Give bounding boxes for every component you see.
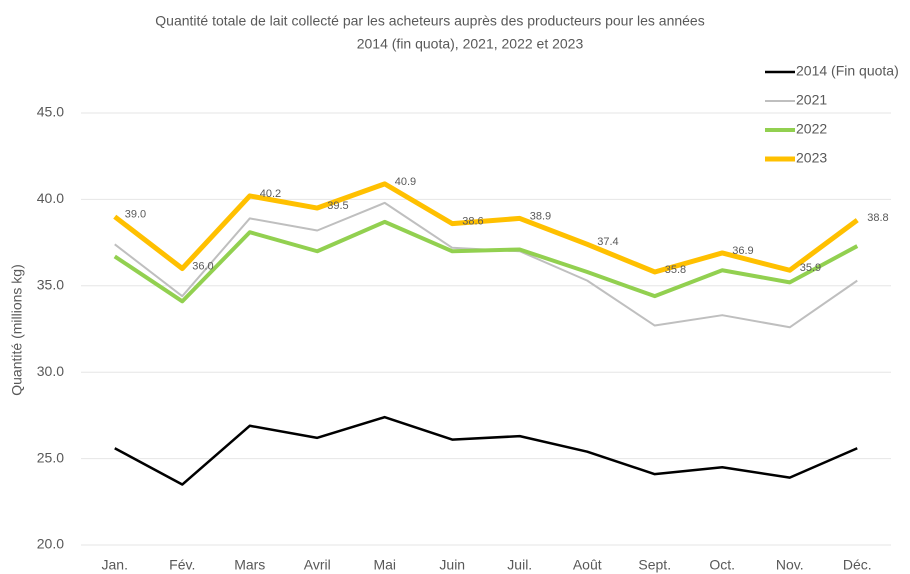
x-tick-label: Jan. (102, 557, 128, 573)
y-tick-label: 25.0 (37, 449, 64, 465)
x-tick-label: Juin (439, 557, 465, 573)
legend-label: 2023 (796, 150, 827, 166)
data-label: 35.8 (665, 264, 686, 276)
y-axis-label: Quantité (millions kg) (9, 264, 25, 396)
x-tick-label: Mai (373, 557, 396, 573)
data-label: 37.4 (597, 236, 618, 248)
legend-label: 2014 (Fin quota) (796, 63, 899, 79)
x-tick-label: Juil. (507, 557, 532, 573)
y-tick-label: 20.0 (37, 536, 64, 552)
data-label: 35.9 (800, 262, 821, 274)
x-tick-label: Sept. (638, 557, 671, 573)
series-line (113, 219, 859, 304)
series-line (113, 181, 859, 275)
data-label: 40.2 (260, 188, 281, 200)
x-tick-label: Avril (304, 557, 331, 573)
data-label: 40.9 (395, 176, 416, 188)
y-tick-label: 35.0 (37, 277, 64, 293)
data-label: 36.9 (732, 245, 753, 257)
data-label: 39.0 (125, 209, 146, 221)
chart-title: Quantité totale de lait collecté par les… (155, 13, 704, 29)
x-tick-label: Déc. (843, 557, 872, 573)
series-line (114, 415, 858, 486)
legend-label: 2021 (796, 92, 827, 108)
x-tick-label: Nov. (776, 557, 804, 573)
y-tick-label: 30.0 (37, 363, 64, 379)
legend-label: 2022 (796, 121, 827, 137)
data-label: 39.5 (327, 200, 348, 212)
data-label: 38.6 (462, 215, 483, 227)
x-tick-label: Oct. (709, 557, 735, 573)
data-label: 38.9 (530, 210, 551, 222)
x-tick-label: Fév. (169, 557, 195, 573)
y-tick-label: 40.0 (37, 190, 64, 206)
data-label: 38.8 (867, 212, 888, 224)
data-label: 36.0 (192, 260, 213, 272)
x-tick-label: Août (573, 557, 602, 573)
y-tick-label: 45.0 (37, 104, 64, 120)
chart-title: 2014 (fin quota), 2021, 2022 et 2023 (357, 36, 584, 52)
x-tick-label: Mars (234, 557, 265, 573)
